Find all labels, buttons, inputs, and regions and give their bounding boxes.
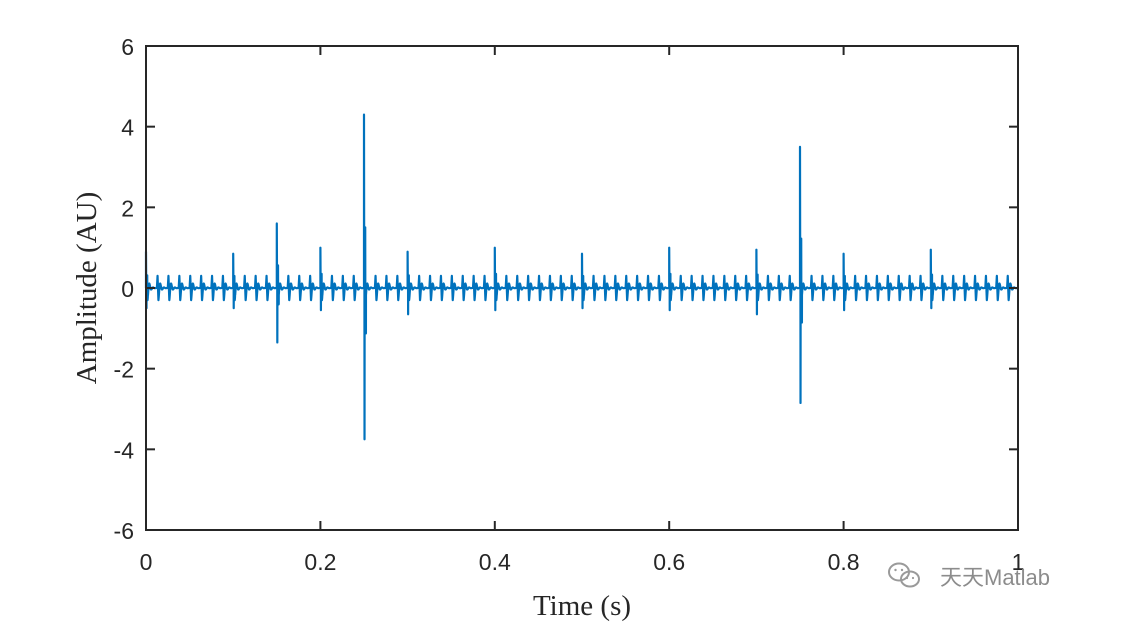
y-axis: -6 -4 -2 0 2 4 6: [114, 34, 1018, 544]
x-tick-label: 0.6: [653, 549, 685, 575]
y-tick-label: -4: [114, 437, 135, 463]
x-tick-label: 0.4: [479, 549, 511, 575]
watermark-text: 天天Matlab: [940, 565, 1050, 590]
wechat-icon: [888, 562, 920, 588]
y-tick-label: 4: [121, 115, 134, 141]
watermark: 天天Matlab: [888, 562, 1050, 590]
plot-area: [144, 113, 1019, 441]
y-tick-label: 6: [121, 34, 134, 60]
x-tick-label: 0.2: [304, 549, 336, 575]
y-axis-label: Amplitude (AU): [71, 192, 103, 385]
x-axis: 0 0.2 0.4 0.6 0.8 1: [140, 46, 1025, 575]
y-tick-label: -6: [114, 518, 134, 544]
x-axis-label: Time (s): [533, 590, 631, 622]
x-tick-label: 0: [140, 549, 153, 575]
y-tick-label: 2: [121, 195, 134, 221]
signal-line: [144, 113, 1019, 441]
x-tick-label: 0.8: [828, 549, 860, 575]
y-tick-label: 0: [121, 276, 134, 302]
y-tick-label: -2: [114, 357, 134, 383]
x-tick-label: 1: [1012, 549, 1025, 575]
